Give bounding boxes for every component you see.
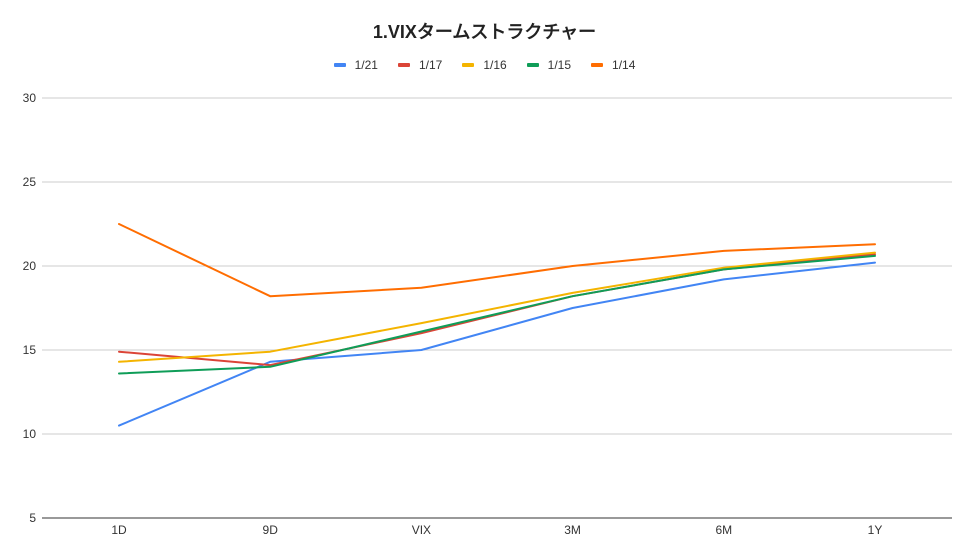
y-tick-label: 25 (23, 175, 37, 189)
y-tick-label: 15 (23, 343, 37, 357)
series-line (118, 223, 876, 298)
y-tick-label: 10 (23, 427, 37, 441)
legend-swatch (397, 63, 410, 67)
legend-item[interactable]: 1/17 (397, 58, 443, 72)
x-tick-label: 9D (263, 523, 279, 537)
legend-label: 1/14 (612, 58, 636, 72)
x-tick-label: VIX (412, 523, 431, 537)
legend-item[interactable]: 1/16 (462, 58, 507, 72)
x-tick-label: 3M (564, 523, 581, 537)
x-tick-label: 6M (715, 523, 732, 537)
legend-item[interactable]: 1/15 (526, 58, 572, 72)
y-tick-label: 20 (23, 259, 37, 273)
y-tick-label: 30 (23, 91, 37, 105)
legend: 1/21 1/17 1/16 1/15 1/14 (0, 58, 969, 72)
series-line (118, 261, 876, 427)
y-tick-label: 5 (29, 511, 36, 525)
legend-swatch (462, 63, 475, 67)
legend-item[interactable]: 1/14 (591, 58, 635, 72)
legend-swatch (591, 63, 604, 67)
legend-item[interactable]: 1/21 (333, 58, 378, 72)
series-line (118, 253, 876, 367)
legend-swatch (333, 63, 346, 67)
legend-label: 1/16 (483, 58, 507, 72)
series-line (118, 251, 876, 363)
legend-label: 1/21 (354, 58, 378, 72)
chart-title: 1.VIXタームストラクチャー (372, 22, 597, 42)
legend-label: 1/15 (547, 58, 572, 72)
x-tick-label: 1D (111, 523, 127, 537)
legend-swatch (526, 63, 539, 67)
legend-label: 1/17 (418, 58, 443, 72)
series-line (118, 254, 876, 375)
x-tick-label: 1Y (868, 523, 883, 537)
